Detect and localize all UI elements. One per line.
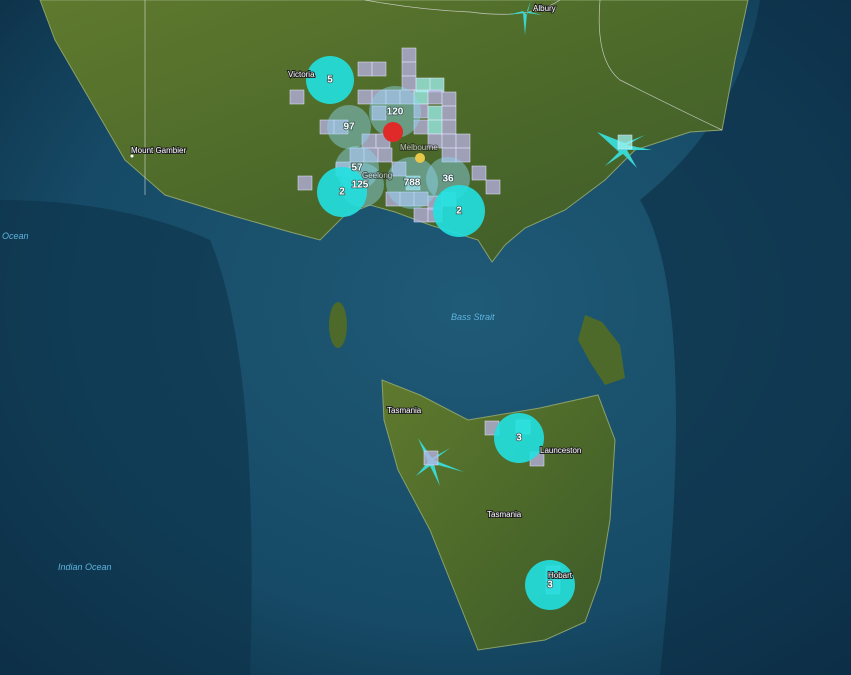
place-label: Albury	[533, 4, 556, 13]
cluster-count: 36	[442, 174, 454, 185]
tile	[405, 175, 421, 191]
cluster-count: 3	[516, 433, 522, 444]
tile	[401, 47, 417, 63]
place-label: Tasmania	[387, 406, 422, 415]
cluster-count: 2	[456, 206, 462, 217]
tile	[441, 119, 457, 135]
tile	[441, 105, 457, 121]
tile	[617, 134, 633, 150]
tile	[333, 119, 349, 135]
flinders-island	[578, 315, 625, 385]
marker[interactable]	[597, 132, 652, 168]
sea-label: Indian Ocean	[58, 562, 112, 572]
point[interactable]	[415, 153, 425, 163]
place-label: Hobart	[548, 571, 573, 580]
tile	[377, 147, 393, 163]
place-label: Melbourne	[400, 143, 438, 152]
cluster[interactable]	[327, 105, 371, 149]
cluster[interactable]	[433, 185, 485, 237]
tile	[455, 133, 471, 149]
tile	[297, 175, 313, 191]
cluster[interactable]	[369, 86, 421, 138]
sea-label: Ocean	[2, 231, 29, 241]
tile	[371, 105, 387, 121]
place-label: Geelong	[362, 171, 392, 180]
cluster[interactable]	[317, 167, 367, 217]
cluster-count: 3	[547, 580, 553, 591]
cluster[interactable]	[525, 560, 575, 610]
shelf-shadow	[640, 0, 851, 675]
tile	[485, 179, 501, 195]
tile	[357, 61, 373, 77]
place-label: Victoria	[288, 70, 315, 79]
cluster-count: 97	[343, 122, 355, 133]
markers	[416, 0, 652, 486]
cluster-count: 125	[352, 180, 369, 191]
cluster-count: 5	[327, 75, 333, 86]
sea-label: Bass Strait	[451, 312, 495, 322]
tile	[427, 119, 443, 135]
tile	[391, 161, 407, 177]
place-label: Mount Gambier	[131, 146, 186, 155]
tile	[427, 89, 443, 105]
selected-point[interactable]	[383, 122, 403, 142]
state-border	[144, 0, 723, 195]
marker[interactable]	[416, 438, 464, 486]
cluster-count: 2	[339, 187, 345, 198]
tile	[427, 105, 443, 121]
cluster[interactable]	[494, 413, 544, 463]
place-label: Launceston	[540, 446, 581, 455]
tile	[413, 207, 429, 223]
clusters	[306, 56, 575, 610]
king-island	[329, 302, 347, 348]
tile	[455, 147, 471, 163]
shelf-shadow	[0, 200, 252, 675]
cluster[interactable]	[306, 56, 354, 104]
tile	[289, 89, 305, 105]
tile	[471, 165, 487, 181]
tile	[441, 91, 457, 107]
cluster[interactable]	[386, 157, 438, 209]
marker[interactable]	[508, 0, 542, 35]
cluster-count: 120	[387, 107, 404, 118]
cluster-count: 57	[351, 163, 363, 174]
tile	[441, 133, 457, 149]
cluster-count: 788	[404, 178, 421, 189]
tile	[371, 61, 387, 77]
place-label: Tasmania	[487, 510, 522, 519]
tile	[401, 61, 417, 77]
tile	[357, 89, 373, 105]
place-dot	[130, 154, 134, 158]
tile	[423, 450, 439, 466]
